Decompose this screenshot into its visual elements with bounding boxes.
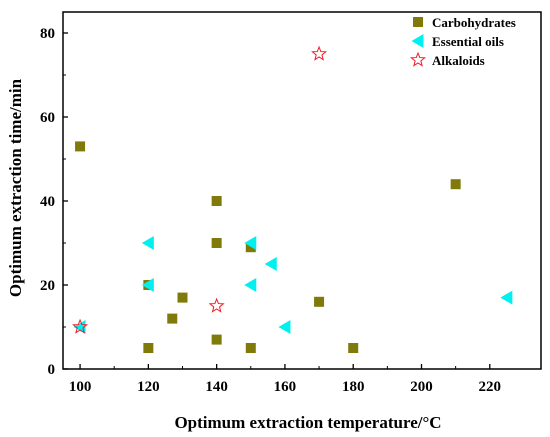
y-tick-label: 60: [40, 110, 55, 126]
legend-label-carbohydrates: Carbohydrates: [432, 15, 516, 30]
essential-oils-point: [244, 278, 257, 292]
legend-marker-essential-oils: [411, 34, 424, 48]
carbohydrates-point: [211, 238, 222, 248]
legend-label-alkaloids: Alkaloids: [432, 53, 485, 68]
carbohydrates-point: [314, 296, 325, 307]
legend-label-essential-oils: Essential oils: [432, 34, 504, 49]
essential-oils-point: [500, 290, 513, 305]
y-tick-label: 40: [40, 194, 55, 210]
carbohydrates-point: [211, 196, 222, 206]
essential-oils-point: [278, 320, 291, 334]
x-tick-label: 100: [69, 379, 92, 395]
alkaloids-point: [311, 45, 328, 61]
essential-oils-point: [244, 236, 257, 250]
essential-oils-point: [73, 320, 86, 334]
x-tick-label: 220: [479, 379, 502, 395]
y-axis-label: Optimum extraction time/min: [6, 78, 25, 297]
legend: Carbohydrates Essential oils Alkaloids: [410, 15, 516, 68]
carbohydrates-point: [348, 343, 359, 353]
x-axis-label: Optimum extraction temperature/°C: [174, 413, 441, 432]
x-tick-label: 200: [410, 379, 433, 395]
data-marks: [72, 45, 513, 353]
carbohydrates-point: [167, 313, 178, 324]
carbohydrates-point: [450, 179, 461, 190]
y-tick-label: 80: [40, 26, 55, 42]
legend-marker-carbohydrates: [413, 17, 423, 27]
plot-area: [62, 11, 542, 370]
carbohydrates-point: [211, 334, 222, 345]
y-tick-label: 20: [40, 278, 55, 294]
carbohydrates-point: [177, 292, 188, 303]
x-tick-label: 180: [342, 379, 365, 395]
carbohydrates-point: [245, 343, 256, 353]
carbohydrates-point: [143, 343, 154, 353]
plot-frame: [62, 11, 542, 370]
y-tick-label: 0: [48, 362, 56, 378]
essential-oils-point: [264, 257, 277, 271]
essential-oils-point: [141, 278, 154, 292]
x-tick-label: 160: [274, 379, 297, 395]
legend-marker-alkaloids: [410, 51, 426, 67]
axis-ticks: 100 120 140 160 180 200 220 0 20 40 60 80: [40, 26, 501, 395]
carbohydrates-point: [75, 141, 86, 152]
alkaloids-point: [208, 297, 225, 313]
x-tick-label: 140: [205, 379, 228, 395]
essential-oils-point: [141, 236, 154, 250]
alkaloids-point: [72, 318, 89, 334]
carbohydrates-point: [245, 242, 256, 253]
x-tick-label: 120: [137, 379, 160, 395]
